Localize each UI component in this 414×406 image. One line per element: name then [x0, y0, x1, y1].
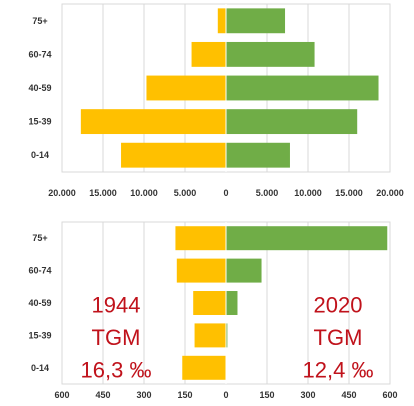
- x-tick-label: 450: [341, 390, 356, 400]
- bar-right: [226, 291, 238, 315]
- category-label: 40-59: [28, 83, 51, 93]
- bar-right: [226, 226, 388, 251]
- bar-right: [226, 8, 286, 34]
- annotation-right: TGM: [314, 325, 363, 350]
- bar-left: [182, 355, 226, 380]
- x-tick-label: 0: [223, 390, 228, 400]
- x-tick-label: 20.000: [48, 188, 76, 198]
- bar-right: [226, 142, 290, 168]
- bar-left: [191, 41, 226, 67]
- x-tick-label: 5.000: [174, 188, 197, 198]
- category-label: 60-74: [28, 49, 51, 59]
- x-tick-label: 15.000: [89, 188, 117, 198]
- annotation-left: 1944: [92, 293, 141, 318]
- bar-left: [175, 226, 226, 251]
- x-tick-label: 20.000: [376, 188, 404, 198]
- bar-left: [80, 109, 226, 135]
- category-label: 75+: [32, 16, 47, 26]
- chart-top: 20.000 15.000 10.000 5.000 0 5.000 10.000 15.00…: [28, 3, 404, 198]
- bar-left: [176, 258, 226, 283]
- bar-right: [226, 75, 379, 101]
- category-label: 0-14: [31, 150, 49, 160]
- x-tick-label: 0: [223, 188, 228, 198]
- category-label: 75+: [32, 233, 47, 243]
- x-tick-label: 300: [136, 390, 151, 400]
- annotation-right: 2020: [314, 293, 363, 318]
- bar-left: [217, 8, 226, 34]
- x-tick-label: 600: [54, 390, 69, 400]
- chart-bottom: 600 450 300 150 0 150 300 450 600 75+ 60-74 40-59 15…: [28, 221, 398, 400]
- x-tick-label: 10.000: [294, 188, 322, 198]
- bar-right: [226, 41, 315, 67]
- x-tick-label: 600: [382, 390, 397, 400]
- x-tick-label: 300: [300, 390, 315, 400]
- bar-right: [226, 323, 228, 348]
- bar-left: [146, 75, 226, 101]
- category-label: 15-39: [28, 117, 51, 127]
- x-tick-label: 5.000: [256, 188, 279, 198]
- bar-left: [194, 323, 226, 348]
- annotation-left: TGM: [92, 325, 141, 350]
- category-label: 40-59: [28, 298, 51, 308]
- category-label: 15-39: [28, 330, 51, 340]
- x-tick-label: 450: [95, 390, 110, 400]
- annotation-left: 16,3 ‰: [81, 357, 152, 382]
- bar-left: [193, 291, 226, 315]
- x-tick-label: 150: [177, 390, 192, 400]
- category-label: 0-14: [31, 363, 49, 373]
- category-label: 60-74: [28, 266, 51, 276]
- x-tick-label: 10.000: [130, 188, 158, 198]
- x-tick-label: 15.000: [335, 188, 363, 198]
- bar-right: [226, 109, 358, 135]
- bar-left: [121, 142, 226, 168]
- annotation-right: 12,4 ‰: [303, 357, 374, 382]
- x-tick-label: 150: [259, 390, 274, 400]
- bar-right: [226, 258, 262, 283]
